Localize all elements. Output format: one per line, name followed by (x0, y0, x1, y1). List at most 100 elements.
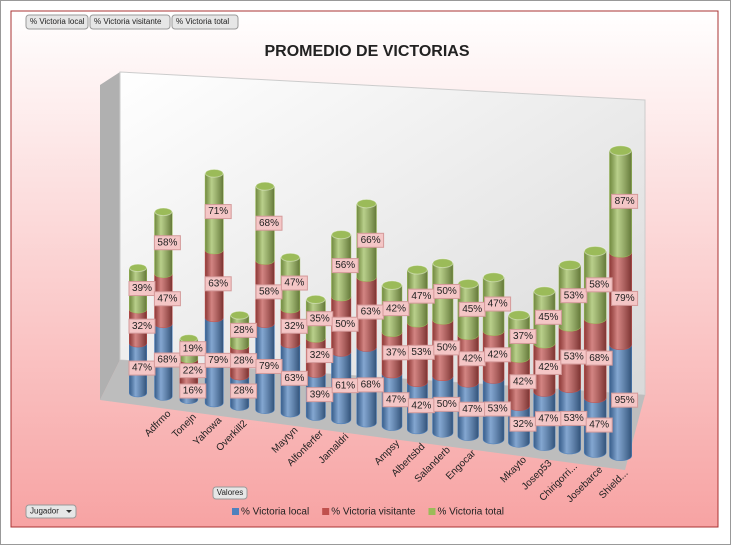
data-label-box (534, 309, 562, 325)
data-label: 42% (538, 362, 558, 373)
cylinder-cap (558, 259, 581, 271)
data-label: 28% (234, 386, 254, 397)
series-button-label: % Victoria visitante (94, 17, 162, 26)
data-label-box (230, 322, 258, 338)
data-label: 16% (183, 386, 203, 397)
data-label-box (280, 370, 308, 386)
data-label: 47% (538, 413, 558, 424)
data-label: 42% (411, 400, 431, 411)
cylinder-cap (432, 258, 454, 269)
cylinder-cap (356, 198, 377, 209)
data-label: 47% (157, 293, 177, 304)
chart-title: PROMEDIO DE VICTORIAS (264, 43, 469, 60)
legend-swatch (232, 508, 239, 515)
values-button[interactable] (212, 486, 248, 500)
cylinder-cap (154, 207, 173, 217)
data-label: 47% (132, 363, 152, 374)
data-label-box (128, 281, 156, 297)
data-label: 47% (589, 420, 609, 431)
data-label: 42% (462, 353, 482, 364)
cylinder-cap (204, 168, 224, 178)
cylinder-cap (407, 264, 428, 275)
data-label-box (179, 383, 207, 399)
data-label: 95% (615, 395, 635, 406)
data-label: 32% (132, 321, 152, 332)
data-label: 45% (462, 304, 482, 315)
data-label: 42% (386, 303, 406, 314)
data-label: 79% (615, 293, 635, 304)
cylinder-cap (482, 272, 505, 283)
data-label-box (433, 340, 461, 356)
data-label-box (611, 193, 639, 209)
data-label: 28% (234, 355, 254, 366)
data-label: 58% (259, 286, 279, 297)
series-button[interactable] (25, 14, 89, 30)
data-label: 50% (437, 286, 457, 297)
data-label: 39% (132, 283, 152, 294)
data-label-box (357, 377, 385, 393)
series-button[interactable] (89, 14, 171, 30)
data-label: 47% (386, 394, 406, 405)
data-label-box (153, 235, 181, 251)
data-label: 58% (157, 237, 177, 248)
data-label: 68% (259, 218, 279, 229)
data-label-box (230, 383, 258, 399)
data-label-box (357, 232, 385, 248)
legend-label: % Victoria total (437, 507, 504, 518)
data-label-box (585, 417, 613, 433)
cylinder-cap (583, 245, 607, 257)
data-label: 47% (284, 278, 304, 289)
data-label: 53% (564, 413, 584, 424)
data-label-box (433, 283, 461, 299)
data-label: 53% (564, 290, 584, 301)
data-label-box (331, 316, 359, 332)
cylinder-cap (533, 286, 556, 297)
data-label-box (331, 258, 359, 274)
data-label: 35% (310, 313, 330, 324)
data-label: 39% (310, 389, 330, 400)
values-button-label: Valores (217, 488, 244, 497)
cylinder-cap (129, 263, 147, 273)
cylinder-cap (457, 278, 479, 289)
axis-field-label: Jugador (30, 507, 59, 516)
data-label-box (179, 341, 207, 357)
data-label: 28% (234, 325, 254, 336)
cylinder-cap (230, 310, 250, 320)
data-label: 63% (208, 278, 228, 289)
data-label: 53% (488, 404, 508, 415)
data-label: 47% (462, 404, 482, 415)
side-wall (100, 72, 120, 400)
data-label-box (484, 296, 512, 312)
data-label: 19% (183, 343, 203, 354)
data-label: 53% (411, 347, 431, 358)
data-label: 32% (310, 350, 330, 361)
legend-swatch (322, 508, 330, 515)
data-label-box (484, 401, 512, 417)
data-label: 50% (437, 399, 457, 410)
data-label: 22% (183, 365, 203, 376)
data-label: 45% (538, 312, 558, 323)
data-label-box (611, 290, 639, 306)
series-button[interactable] (171, 14, 239, 30)
legend-label: % Victoria local (241, 507, 309, 518)
data-label-box (560, 288, 588, 304)
axis-field-dropdown[interactable] (25, 504, 77, 519)
data-label: 32% (513, 419, 533, 430)
data-label: 68% (157, 355, 177, 366)
data-label-box (280, 275, 308, 291)
data-label-box (128, 318, 156, 334)
data-label: 71% (208, 206, 228, 217)
data-label: 42% (513, 376, 533, 387)
cylinder-cap (381, 280, 403, 290)
data-label: 37% (513, 331, 533, 342)
cylinder-cap (331, 229, 352, 240)
data-label-box (611, 392, 639, 408)
data-label: 50% (335, 319, 355, 330)
data-label-box (255, 284, 283, 300)
data-label: 47% (488, 299, 508, 310)
data-label-box (534, 359, 562, 375)
dropdown-arrow (66, 510, 72, 513)
data-label-box (128, 360, 156, 376)
